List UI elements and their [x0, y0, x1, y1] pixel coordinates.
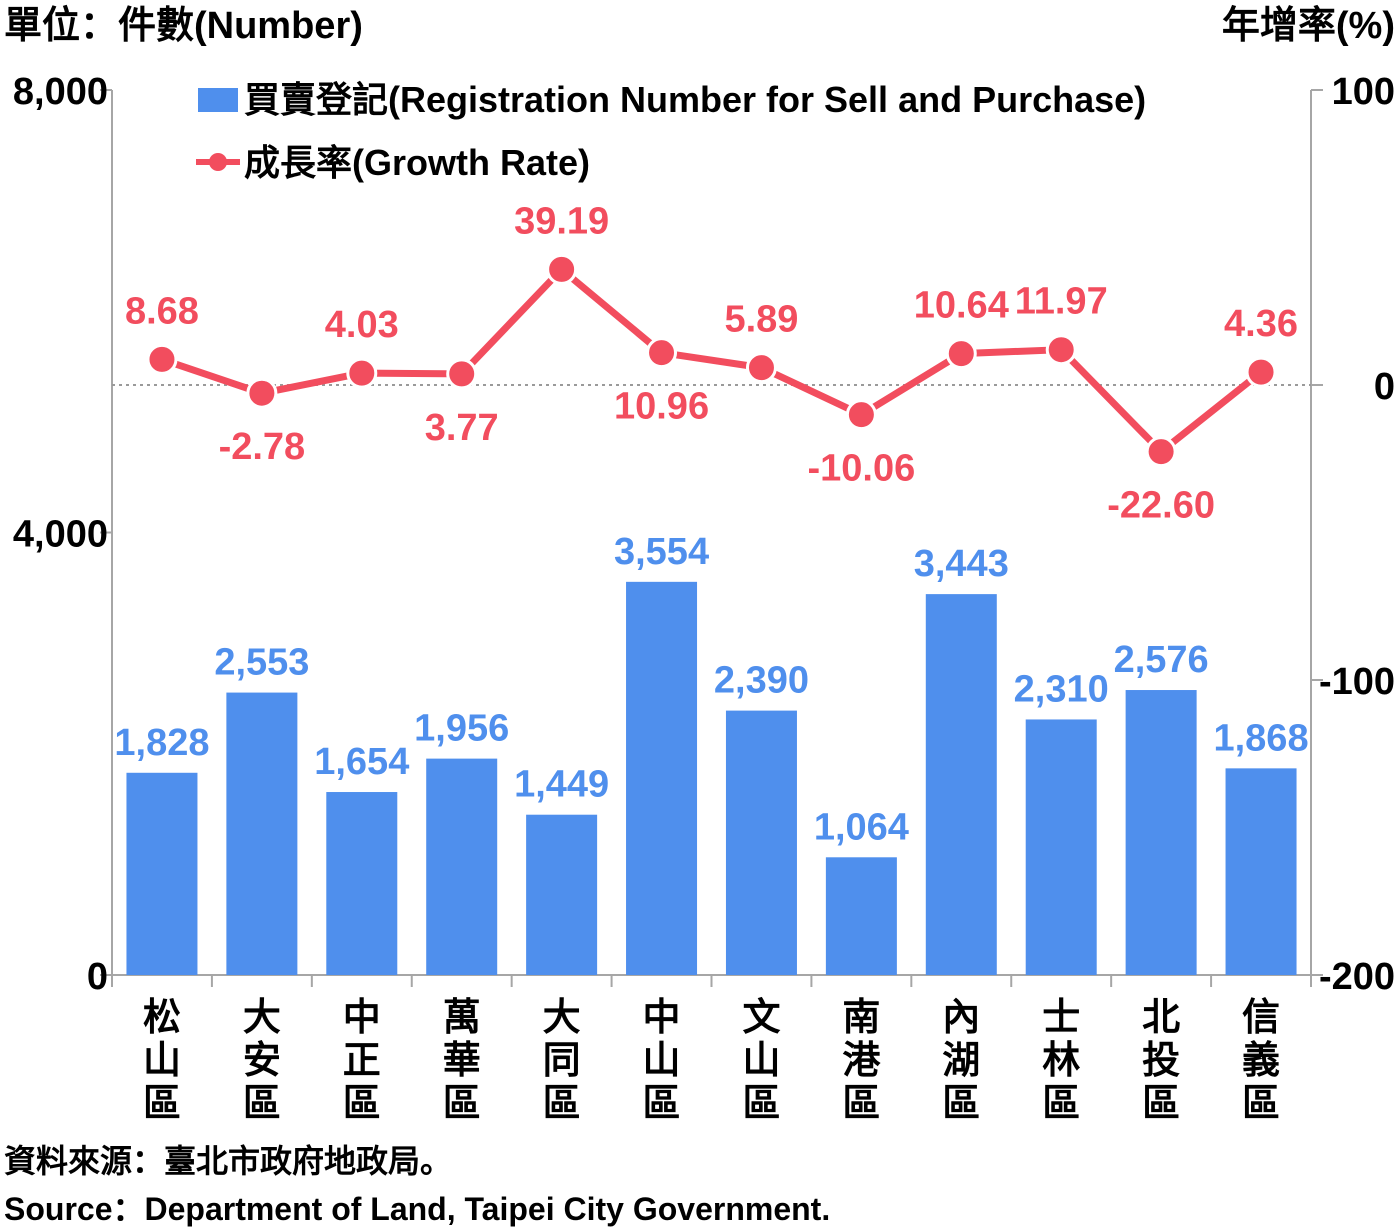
line-data-label: 39.19: [514, 200, 609, 242]
line-data-label: 4.03: [325, 304, 399, 346]
legend-bar-swatch: [198, 88, 238, 112]
bar: [126, 772, 198, 975]
category-label: 大安區: [243, 995, 281, 1125]
line-labels: 8.68 -2.78 4.03 3.77 39.19 10.96 5.89 -10.06 10.…: [125, 200, 1298, 526]
category-label: 信義區: [1242, 995, 1280, 1125]
category-label: 士林區: [1042, 995, 1080, 1125]
bar: [1025, 719, 1097, 975]
bar: [825, 857, 897, 975]
bar-data-label: 1,449: [514, 764, 609, 806]
right-tick-label: 100: [1332, 71, 1395, 113]
right-tick-label: -200: [1319, 956, 1395, 998]
left-tick-label: 8,000: [13, 71, 108, 113]
bar: [626, 581, 698, 975]
bar-data-label: 2,310: [1014, 668, 1109, 710]
bar: [925, 594, 997, 975]
bar: [1125, 690, 1197, 975]
category-labels: 松山區 大安區 中正區 萬華區 大同區 中山區 文山區 南港區 內湖區 士林區 北投區 信義區: [143, 995, 1280, 1125]
line-point: [646, 337, 678, 369]
bar: [725, 710, 797, 975]
category-label: 中山區: [643, 995, 681, 1125]
source-zh: 資料來源：臺北市政府地政局。: [4, 1143, 452, 1179]
line-point: [146, 343, 178, 375]
line-point: [1145, 436, 1177, 468]
right-tick-label: 0: [1374, 366, 1395, 408]
left-axis-unit: 單位：件數(Number): [4, 5, 363, 47]
line-data-label: 3.77: [425, 407, 499, 449]
bar-data-label: 2,553: [214, 642, 309, 684]
bar-data-label: 3,554: [614, 531, 709, 573]
line-point: [745, 352, 777, 384]
category-label: 松山區: [143, 995, 181, 1125]
bar: [426, 758, 498, 975]
legend-line-marker: [209, 153, 227, 171]
bar: [1225, 768, 1297, 975]
legend-bar-label: 買賣登記(Registration Number for Sell and Pu…: [244, 79, 1146, 120]
category-label: 大同區: [543, 995, 581, 1125]
right-axis-unit: 年增率(%): [1222, 5, 1395, 47]
bar-data-label: 1,868: [1213, 717, 1308, 759]
axes: [100, 89, 1323, 987]
bar-data-label: 1,654: [314, 741, 409, 783]
line-point: [945, 338, 977, 370]
line-point: [346, 357, 378, 389]
line-point: [246, 377, 278, 409]
bar-data-label: 1,828: [114, 722, 209, 764]
line-data-label: 4.36: [1224, 303, 1298, 345]
bar: [526, 814, 598, 975]
right-tick-labels: -200 -100 0 100: [1319, 71, 1395, 998]
line-point: [546, 253, 578, 285]
line-data-label: 5.89: [724, 299, 798, 341]
left-tick-label: 0: [87, 956, 108, 998]
category-label: 文山區: [742, 995, 780, 1125]
bar-data-label: 1,956: [414, 708, 509, 750]
line-point: [446, 358, 478, 390]
line-data-label: 8.68: [125, 290, 199, 332]
bar-data-label: 2,576: [1114, 639, 1209, 681]
bar: [226, 692, 298, 975]
bar-data-label: 3,443: [914, 543, 1009, 585]
bar: [326, 792, 398, 975]
line-data-label: -10.06: [808, 448, 916, 490]
legend: 買賣登記(Registration Number for Sell and Pu…: [196, 79, 1146, 183]
category-label: 南港區: [842, 995, 881, 1125]
left-tick-labels: 0 4,000 8,000: [13, 71, 108, 998]
line-data-label: 11.97: [1015, 281, 1108, 323]
category-label: 北投區: [1142, 995, 1180, 1125]
line-point: [1245, 356, 1277, 388]
line-data-label: 10.96: [614, 386, 709, 428]
line-point: [1045, 334, 1077, 366]
category-label: 內湖區: [942, 995, 980, 1125]
line-series: [146, 253, 1277, 468]
left-tick-label: 4,000: [13, 514, 108, 556]
category-label: 萬華區: [443, 995, 481, 1125]
legend-line-label: 成長率(Growth Rate): [244, 142, 590, 183]
bar-data-label: 1,064: [814, 806, 909, 848]
line-data-label: -22.60: [1107, 485, 1215, 527]
growth-line: [160, 265, 1264, 456]
source-en: Source：Department of Land, Taipei City G…: [4, 1191, 830, 1227]
right-tick-label: -100: [1319, 661, 1395, 703]
bar-data-label: 2,390: [714, 660, 809, 702]
category-label: 中正區: [343, 995, 381, 1125]
line-data-label: 10.64: [914, 285, 1009, 327]
bar-series: [126, 581, 1297, 975]
line-data-label: -2.78: [219, 426, 306, 468]
line-point: [845, 399, 877, 431]
